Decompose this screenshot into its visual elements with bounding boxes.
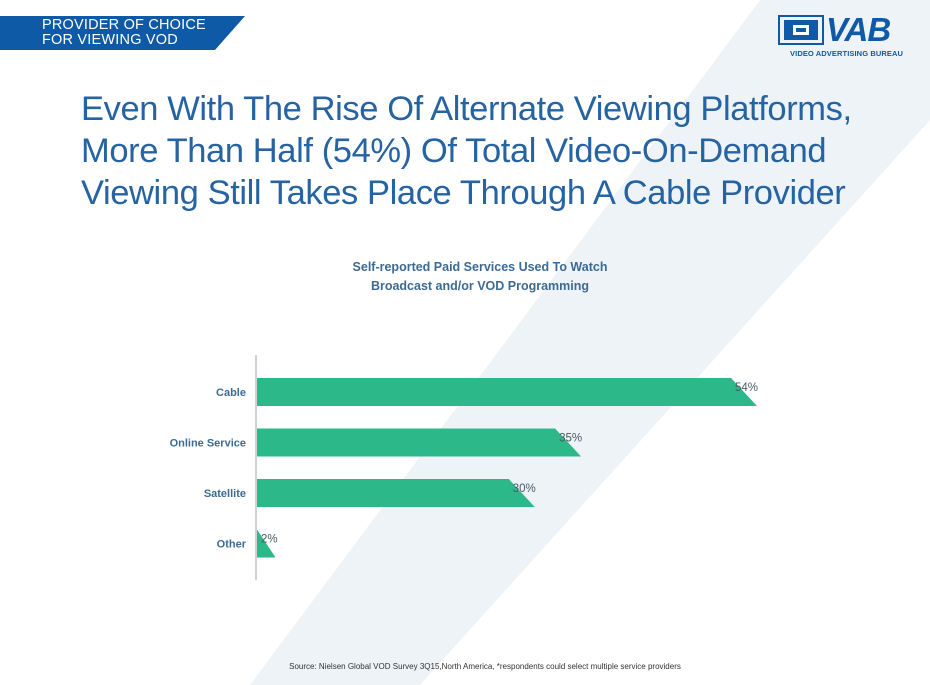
chart-title-line-1: Self-reported Paid Services Used To Watc… [352,260,608,274]
bar-group-other: Other 2% [217,529,278,558]
vab-logo: VAB VIDEO ADVERTISING BUREAU [778,11,903,63]
category-label: Cable [216,387,246,399]
section-banner: PROVIDER OF CHOICE FOR VIEWING VOD [0,16,245,50]
bar [257,428,582,457]
logo-subtitle: VIDEO ADVERTISING BUREAU [790,49,903,58]
tv-icon [778,15,824,45]
headline-line-2: More Than Half (54%) Of Total Video-On-D… [81,132,827,170]
headline-line-1: Even With The Rise Of Alternate Viewing … [81,90,852,128]
bar [257,479,535,507]
banner-text: PROVIDER OF CHOICE FOR VIEWING VOD [42,18,206,48]
category-label: Satellite [204,488,246,500]
chart-title-line-2: Broadcast and/or VOD Programming [370,279,590,293]
source-note: Source: Nielsen Global VOD Survey 3Q15,N… [289,662,681,671]
bar [257,529,276,558]
page-headline: Even With The Rise Of Alternate Viewing … [81,88,926,214]
banner-shape [0,16,245,50]
value-label: 35% [559,433,582,445]
bar-group-online-service: Online Service 35% [170,428,582,457]
banner-line-1: PROVIDER OF CHOICE [42,17,206,33]
value-label: 54% [735,382,758,394]
bar [257,378,757,406]
value-label: 2% [261,534,278,546]
logo-wordmark: VAB [826,11,891,48]
chart-title: Self-reported Paid Services Used To Watc… [280,258,680,296]
bar-group-satellite: Satellite 30% [204,479,536,507]
category-label: Other [217,539,247,551]
category-label: Online Service [170,438,246,450]
value-label: 30% [513,483,536,495]
bar-group-cable: Cable 54% [216,378,758,406]
headline-line-3: Viewing Still Takes Place Through A Cabl… [81,174,846,212]
banner-line-2: FOR VIEWING VOD [42,32,178,48]
